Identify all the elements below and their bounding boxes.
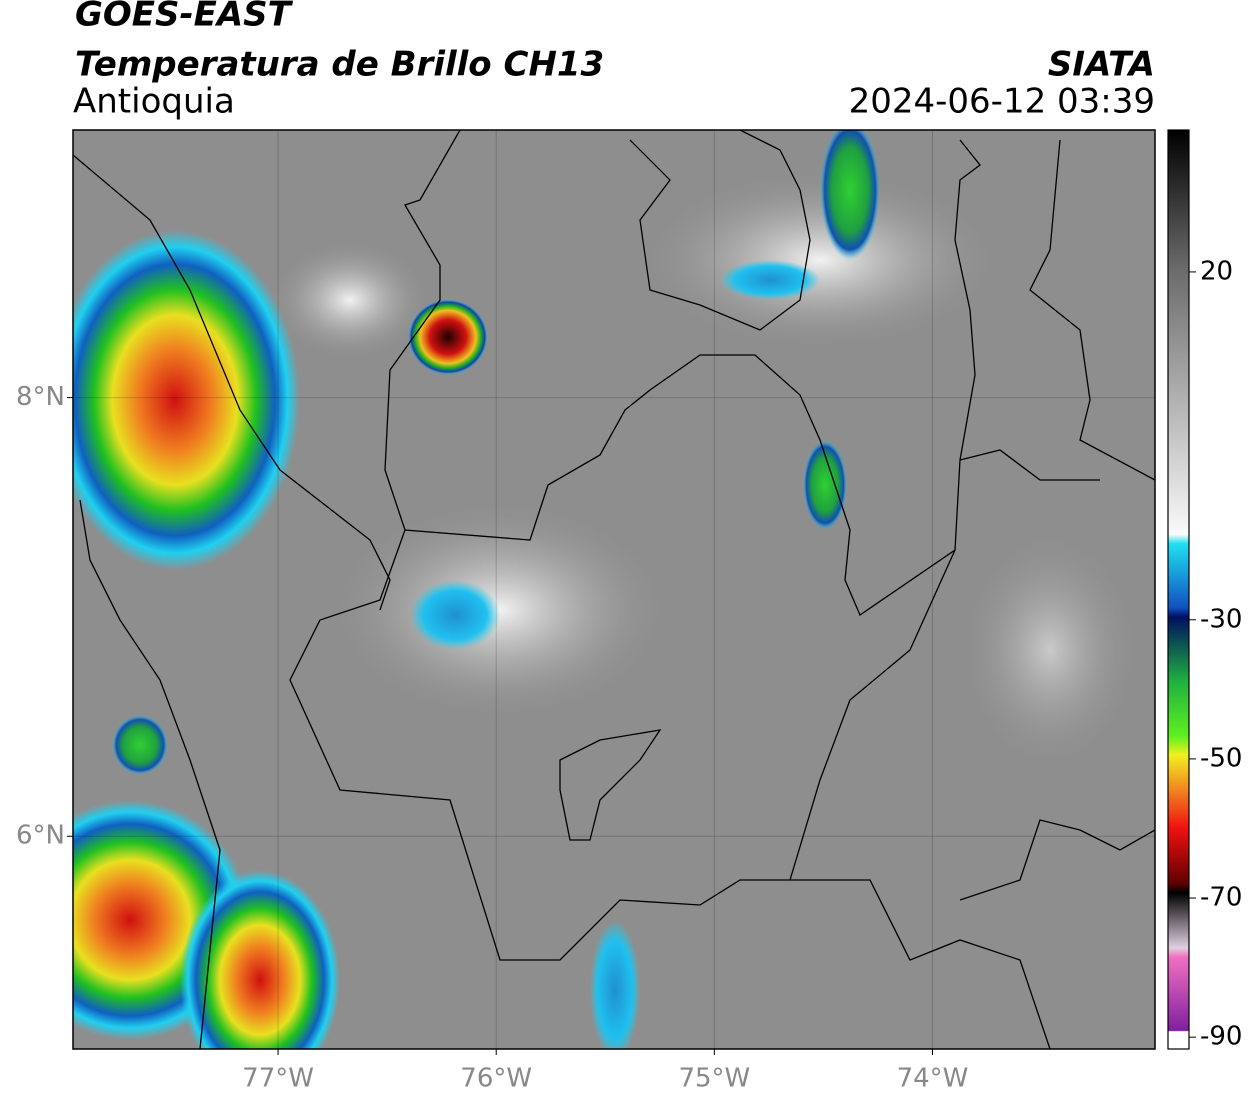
border-line (959, 819, 1155, 901)
x-tick-label: 75°W (678, 1064, 750, 1094)
border-line (559, 729, 662, 841)
storm (408, 299, 488, 375)
border-line (790, 879, 1051, 1049)
colorbar-label: 20 (1200, 256, 1233, 286)
timestamp: 2024-06-12 03:39 (849, 82, 1155, 122)
border-line (1029, 139, 1155, 481)
region: Antioquia (73, 82, 235, 122)
x-tick-label: 74°W (897, 1064, 969, 1094)
storm (180, 870, 340, 1049)
borders (73, 130, 1155, 1049)
agency: SIATA (1048, 45, 1155, 85)
border-line (629, 130, 811, 331)
subtitle: Temperatura de Brillo CH13 (75, 45, 604, 85)
colorbar-label: -30 (1200, 604, 1242, 634)
storm (803, 440, 847, 530)
cloud (960, 530, 1140, 770)
colorbar-label: -50 (1200, 743, 1242, 773)
colorbar-label: -90 (1200, 1022, 1242, 1052)
storm (73, 230, 300, 570)
border-line (73, 154, 391, 611)
x-tick-label: 76°W (460, 1064, 532, 1094)
border-line (384, 130, 981, 616)
storm (720, 260, 820, 300)
y-tick-label: 8°N (16, 382, 65, 412)
map-frame (72, 129, 1156, 1050)
border-line (289, 529, 956, 961)
y-tick-label: 6°N (16, 821, 65, 851)
cloud (330, 500, 670, 720)
title: GOES-EAST (75, 0, 294, 35)
storm (590, 920, 640, 1049)
colorbar-label: -70 (1200, 883, 1242, 913)
imagery (73, 130, 1155, 1049)
x-tick-label: 77°W (242, 1064, 314, 1094)
graticule (73, 130, 1155, 1049)
storm (112, 715, 168, 775)
cloud (270, 240, 430, 360)
storm (820, 130, 880, 260)
colorbar (1167, 129, 1190, 1050)
border-line (79, 499, 221, 1049)
storm (410, 580, 500, 650)
cloud (640, 170, 1000, 350)
border-line (959, 449, 1100, 481)
